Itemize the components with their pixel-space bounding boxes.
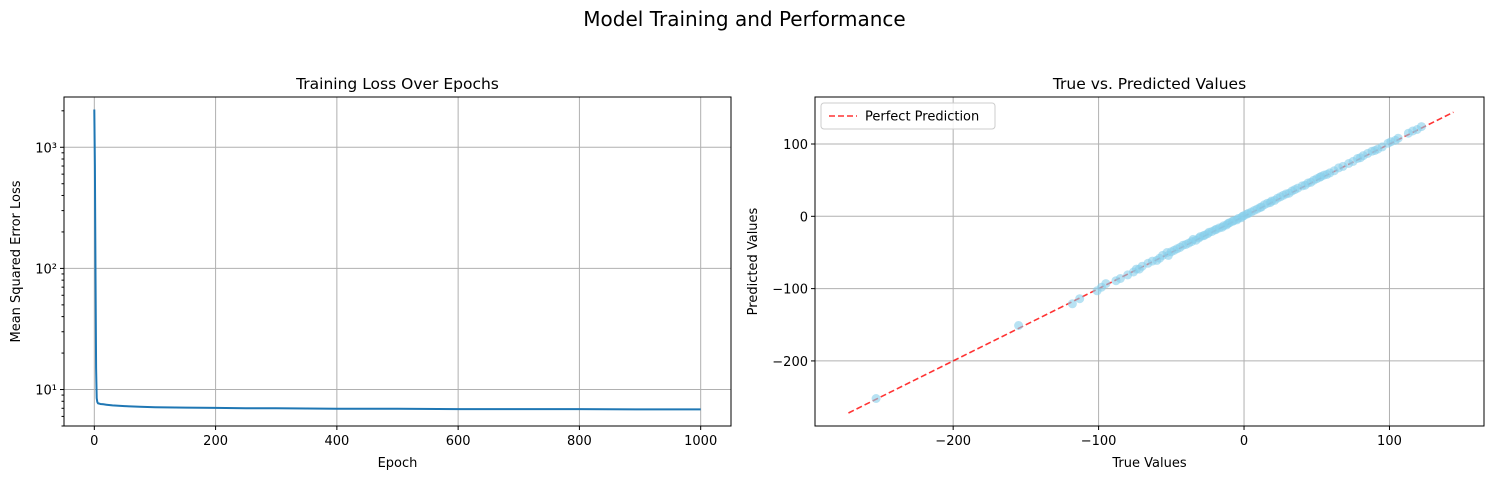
- legend-box: [820, 102, 996, 130]
- prediction-chart-frame: [814, 96, 1485, 427]
- pred-y-tick-label: 0: [800, 210, 808, 225]
- pred-x-tick-label: −100: [1081, 434, 1117, 449]
- loss-y-tick-label: 10²: [35, 262, 57, 277]
- loss-x-tick-label: 400: [324, 434, 349, 449]
- loss-chart-title: Training Loss Over Epochs: [295, 75, 499, 93]
- scatter-point: [1101, 279, 1111, 289]
- pred-x-tick-label: −200: [935, 434, 971, 449]
- scatter-point: [871, 394, 881, 403]
- loss-x-tick-label: 800: [567, 434, 592, 449]
- pred-y-tick-label: −100: [772, 283, 808, 298]
- prediction-chart-xlabel: True Values: [1111, 456, 1186, 471]
- scatter-point: [1417, 122, 1426, 132]
- scatter-point: [1014, 321, 1024, 330]
- loss-x-tick-label: 1000: [684, 434, 717, 449]
- pred-y-tick-label: −200: [772, 355, 808, 370]
- prediction-chart: −200 −100 0 100 −200 −100 0 100 True vs. Predic…: [746, 75, 1485, 471]
- pred-y-tick-label: 100: [783, 138, 808, 153]
- pred-x-tick-label: 0: [1240, 434, 1248, 449]
- scatter-point: [1393, 133, 1403, 143]
- loss-y-tick-label: 10¹: [35, 384, 57, 399]
- prediction-chart-ticks: −200 −100 0 100 −200 −100 0 100: [772, 138, 1402, 449]
- loss-chart-ticks: 0 200 400 600 800 1000 10¹ 10² 10³: [35, 110, 717, 449]
- prediction-chart-ylabel: Predicted Values: [746, 207, 761, 315]
- prediction-chart-title: True vs. Predicted Values: [1052, 75, 1246, 93]
- loss-x-tick-label: 0: [90, 434, 98, 449]
- scatter-point: [1067, 299, 1077, 309]
- scatter-point: [1075, 294, 1085, 304]
- figure-suptitle: Model Training and Performance: [583, 7, 905, 31]
- loss-chart-grid: [64, 97, 731, 426]
- legend-label: Perfect Prediction: [865, 110, 979, 125]
- loss-chart-frame: [63, 96, 732, 427]
- loss-x-tick-label: 600: [446, 434, 471, 449]
- loss-x-tick-label: 200: [203, 434, 228, 449]
- scatter-point: [1115, 274, 1125, 283]
- pred-x-tick-label: 100: [1377, 434, 1402, 449]
- loss-chart-xlabel: Epoch: [378, 456, 418, 471]
- prediction-points: [871, 122, 1426, 403]
- loss-series-line: [93, 109, 701, 411]
- loss-chart: 0 200 400 600 800 1000 10¹ 10² 10³ Training Loss…: [9, 75, 732, 471]
- loss-chart-ylabel: Mean Squared Error Loss: [9, 180, 24, 342]
- legend: Perfect Prediction: [820, 102, 996, 130]
- prediction-chart-grid: [815, 97, 1484, 426]
- loss-y-tick-label: 10³: [35, 141, 57, 156]
